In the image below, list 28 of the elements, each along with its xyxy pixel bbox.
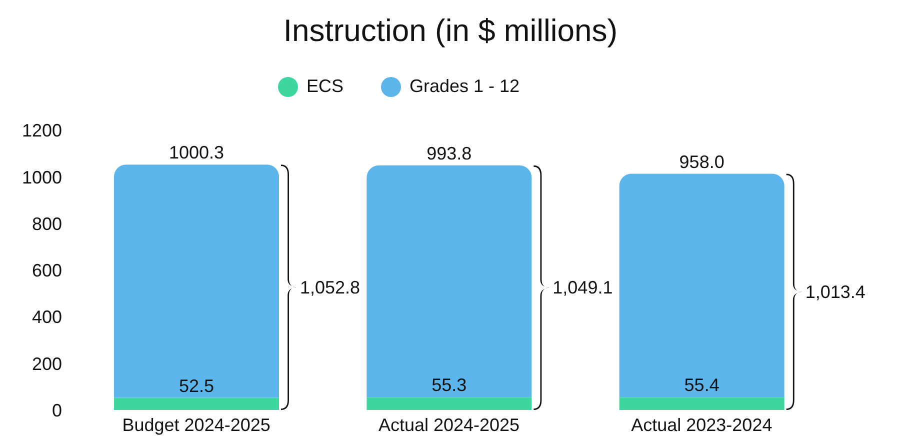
- bar: [366, 165, 532, 398]
- x-tick-label: Actual 2023-2024: [631, 414, 772, 435]
- y-tick-label: 400: [32, 307, 62, 328]
- y-tick-label: 800: [32, 214, 62, 234]
- chart-title: Instruction (in $ millions): [282, 12, 619, 50]
- data-label: 993.8: [426, 143, 472, 164]
- data-label: 958.0: [679, 152, 724, 172]
- bar: [114, 398, 279, 410]
- y-tick-label: 1000: [22, 167, 62, 188]
- legend-label: ECS: [306, 76, 344, 96]
- y-tick-label: 200: [32, 354, 62, 374]
- total-label: 1,049.1: [552, 278, 613, 298]
- x-tick-label: Actual 2024-2025: [378, 414, 520, 435]
- y-tick-label: 600: [32, 260, 62, 281]
- data-label: 55.3: [432, 375, 467, 396]
- y-tick-label: 0: [52, 400, 62, 420]
- bar: [619, 174, 784, 398]
- total-label: 1,013.4: [805, 282, 866, 302]
- bar: [366, 397, 532, 410]
- y-tick-label: 1200: [22, 120, 62, 141]
- data-label: 52.5: [178, 376, 214, 396]
- data-label: 1000.3: [168, 142, 224, 163]
- x-tick-label: Budget 2024-2025: [122, 414, 270, 435]
- data-label: 55.4: [684, 375, 720, 396]
- bar: [114, 164, 279, 398]
- legend-label: Grades 1 - 12: [409, 76, 520, 96]
- bar: [619, 397, 784, 410]
- total-label: 1,052.8: [300, 277, 360, 298]
